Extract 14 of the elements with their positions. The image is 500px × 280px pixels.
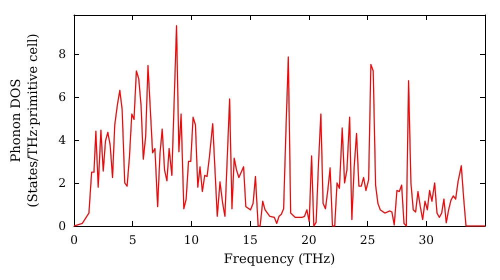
y-tick-label: 4 <box>58 132 66 147</box>
x-tick-label: 20 <box>301 233 316 247</box>
x-tick-label: 5 <box>128 233 137 247</box>
x-tick-label: 15 <box>242 233 258 247</box>
x-tick-label: 0 <box>70 233 78 247</box>
y-tick-label: 6 <box>58 90 66 104</box>
y-tick-label: 0 <box>58 219 66 233</box>
x-tick-label: 10 <box>184 233 200 247</box>
x-axis-title: Frequency (THz) <box>224 252 336 267</box>
x-tick-label: 25 <box>360 233 376 247</box>
y-axis-title: Phonon DOS (States/THz·primitive cell) <box>9 33 41 208</box>
x-tick-label: 30 <box>418 233 434 247</box>
y-tick-label: 8 <box>58 46 66 61</box>
y-tick-label: 2 <box>58 176 66 190</box>
